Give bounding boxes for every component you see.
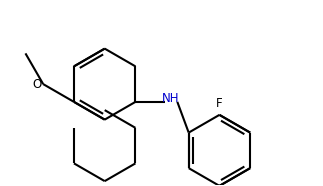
Text: NH: NH bbox=[162, 92, 180, 105]
Text: F: F bbox=[216, 97, 223, 110]
Text: O: O bbox=[32, 78, 41, 91]
